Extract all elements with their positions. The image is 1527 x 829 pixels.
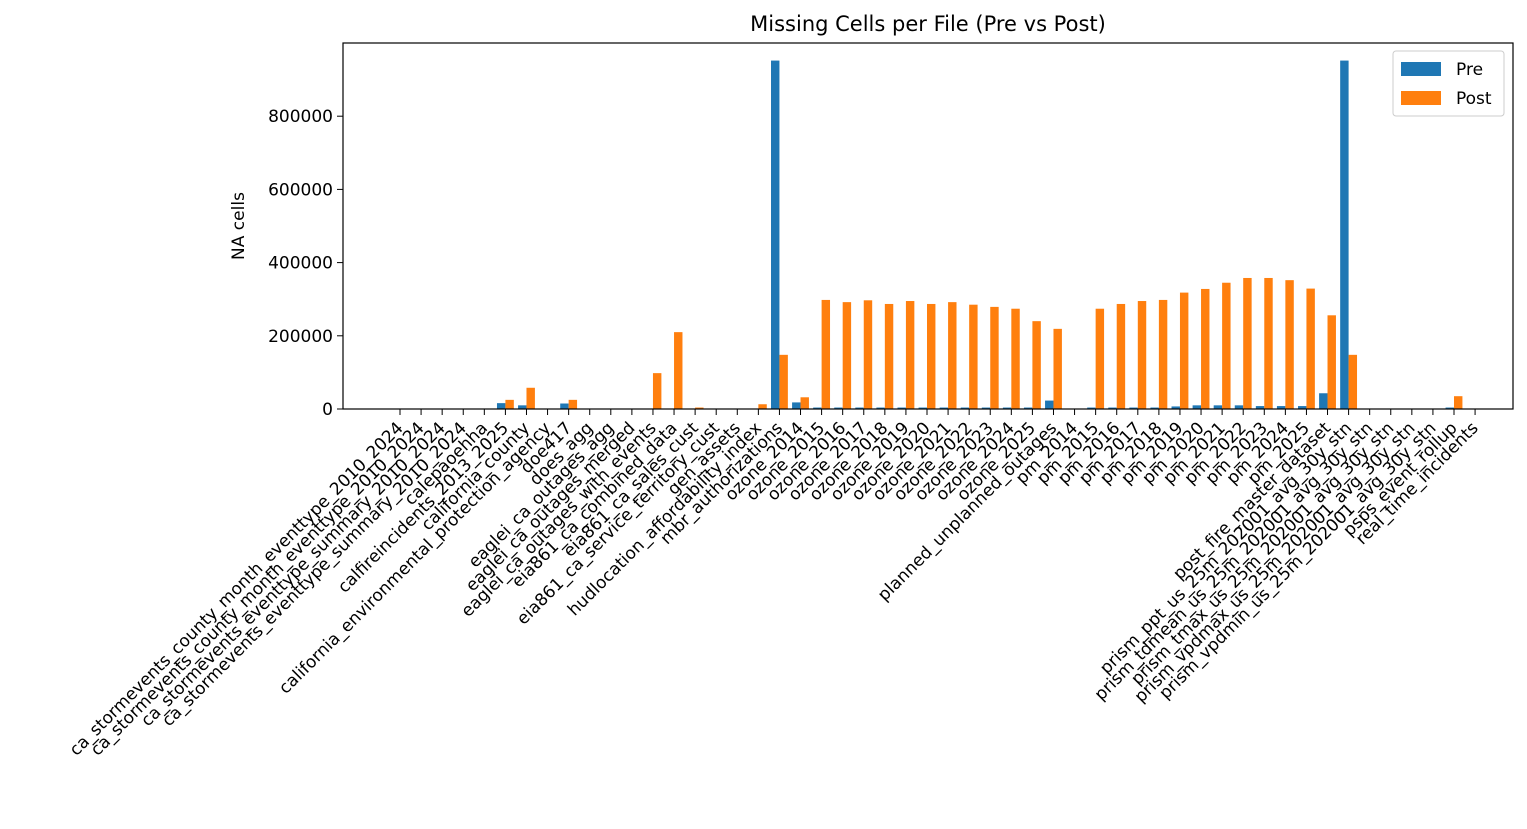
legend-swatch-post [1401,91,1441,105]
legend-label-post: Post [1456,89,1492,109]
bar-post-40 [1243,278,1251,409]
bar-pre-45 [1340,61,1348,409]
bar-post-27 [969,305,977,409]
bars-layer [413,61,1463,409]
y-axis-label: NA cells [229,192,249,260]
bar-post-22 [864,300,872,409]
bar-post-19 [801,397,809,409]
bar-post-37 [1180,293,1188,409]
bar-pre-18 [771,61,779,409]
x-tick-label-0: ca_stormevents_county_month_eventtype_20… [66,418,408,760]
y-tick-label-4: 800000 [268,107,333,127]
bar-post-12 [653,373,661,409]
bar-pre-19 [792,402,800,409]
bar-pre-31 [1045,401,1053,409]
bar-post-5 [505,400,513,409]
x-tick-label-3: ca_stormevents_eventtype_summary_2010_20… [158,418,470,730]
bar-post-17 [758,404,766,409]
legend: Pre Post [1393,51,1504,116]
bar-post-38 [1201,289,1209,409]
bar-post-36 [1159,300,1167,409]
bar-pre-44 [1319,393,1327,409]
legend-swatch-pre [1401,62,1441,76]
bar-post-35 [1138,301,1146,409]
bar-post-43 [1306,289,1314,409]
bar-post-42 [1285,280,1293,409]
bar-post-29 [1011,309,1019,409]
bar-pre-5 [497,403,505,409]
bar-post-45 [1349,355,1357,409]
bar-post-23 [885,304,893,409]
bar-post-39 [1222,283,1230,409]
y-axis: 0 200000 400000 600000 800000 [268,107,343,420]
bar-post-21 [843,302,851,409]
bar-post-13 [674,332,682,409]
bar-post-44 [1328,315,1336,409]
bar-post-18 [779,355,787,409]
bar-post-50 [1454,396,1462,409]
x-axis: ca_stormevents_county_month_eventtype_20… [66,409,1483,760]
bar-post-8 [569,400,577,409]
y-tick-label-3: 600000 [268,180,333,200]
bar-post-6 [526,388,534,409]
bar-post-28 [990,307,998,409]
bar-post-20 [822,300,830,409]
y-tick-label-0: 0 [322,400,333,420]
y-tick-label-1: 200000 [268,327,333,347]
bar-post-24 [906,301,914,409]
bar-post-33 [1096,309,1104,409]
bar-pre-8 [560,404,568,409]
bar-post-31 [1053,329,1061,409]
bar-post-41 [1264,278,1272,409]
bar-post-26 [948,302,956,409]
chart-title: Missing Cells per File (Pre vs Post) [750,12,1106,36]
bar-post-34 [1117,304,1125,409]
legend-label-pre: Pre [1456,60,1483,80]
bar-post-30 [1032,321,1040,409]
bar-post-25 [927,304,935,409]
y-tick-label-2: 400000 [268,254,333,274]
